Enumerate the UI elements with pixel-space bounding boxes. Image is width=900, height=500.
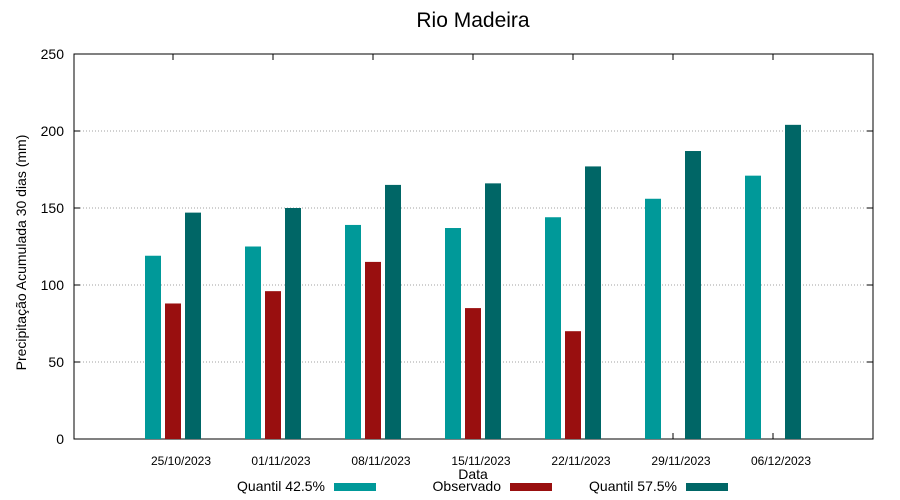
bar-2-5 [565,331,581,439]
bar-1-2 [245,246,261,439]
y-tick-label: 150 [41,200,65,216]
legend-swatch [510,483,552,491]
bar-1-3 [345,224,361,439]
y-tick-label: 250 [41,46,65,62]
chart-title: Rio Madeira [416,9,530,32]
y-axis-ticks: 0 50 100 150 200 250 [41,46,873,447]
x-tick-label: 06/12/2023 [751,454,811,468]
bar-1-7 [745,175,761,439]
legend-label: Quantil 57.5% [589,478,677,494]
bar-3-3 [385,184,401,439]
bar-1-6 [645,198,661,439]
bar-2-2 [265,291,281,439]
y-tick-label: 100 [41,277,65,293]
x-tick-label: 15/11/2023 [451,454,510,468]
bar-1-1 [145,255,161,439]
x-axis-label: Data [458,466,488,482]
bar-2-1 [165,303,181,439]
y-tick-label: 0 [56,431,64,447]
legend-swatch [334,483,376,491]
bar-3-5 [585,166,601,440]
bar-3-6 [685,151,701,439]
x-tick-label: 08/11/2023 [351,454,410,468]
bar-2-3 [365,261,381,439]
x-tick-label: 22/11/2023 [551,454,610,468]
bar-3-4 [485,183,501,439]
bar-1-5 [545,217,561,439]
y-tick-label: 50 [48,354,64,370]
x-tick-label: 25/10/2023 [151,454,211,468]
legend: Quantil 42.5% Observado Quantil 57.5% [237,478,728,494]
bars [145,124,801,440]
bar-1-4 [445,228,461,439]
legend-swatch [686,483,728,491]
bar-3-1 [185,212,201,439]
x-tick-label: 01/11/2023 [251,454,310,468]
y-axis-label: Precipitação Acumulada 30 dias (mm) [13,135,29,371]
x-tick-label: 29/11/2023 [651,454,710,468]
legend-label: Quantil 42.5% [237,478,325,494]
y-tick-label: 200 [41,123,65,139]
bar-3-2 [285,208,301,439]
bar-3-7 [785,124,801,439]
x-axis-ticks: 25/10/2023 01/11/2023 08/11/2023 15/11/2023… [151,54,811,468]
bar-2-4 [465,308,481,439]
legend-label: Observado [433,478,502,494]
